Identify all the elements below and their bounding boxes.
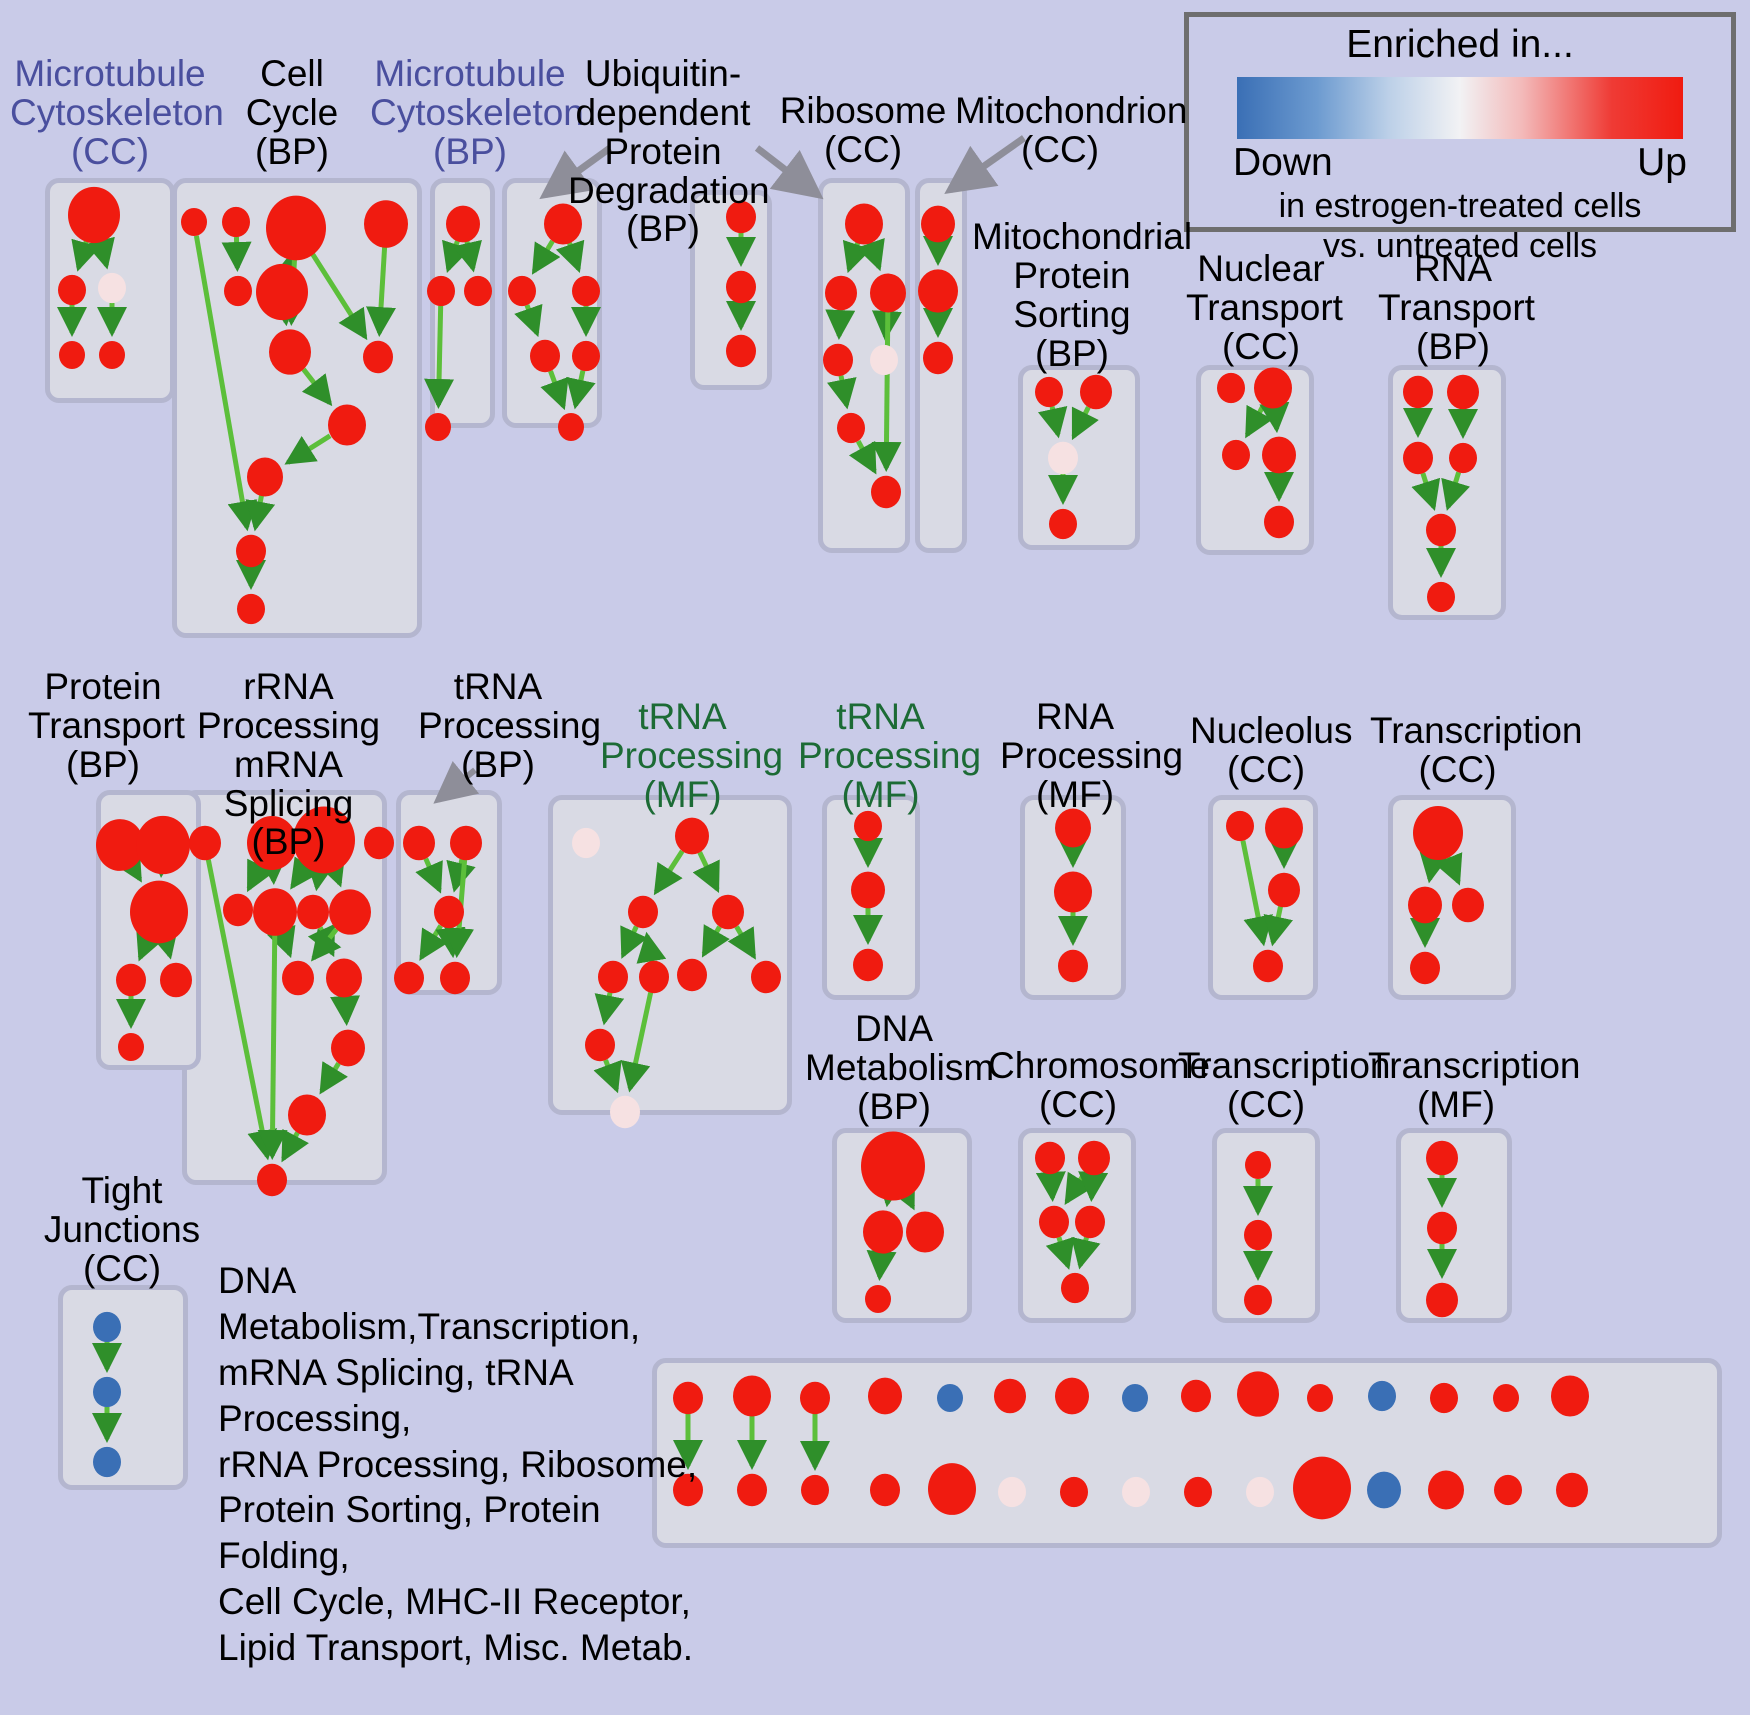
legend-subtitle-line1: in estrogen-treated cells [1278, 187, 1642, 225]
cluster-box[interactable] [396, 790, 502, 995]
label-mitochondrial-protein-sorting-bp: Mitochondrial Protein Sorting (BP) [972, 216, 1193, 374]
cluster-box[interactable] [1208, 795, 1318, 1000]
label-microtubule-cytoskeleton-bp: Microtubule Cytoskeleton (BP) [370, 53, 584, 172]
label-chromosome-cc: Chromosome (CC) [988, 1045, 1211, 1125]
cluster-box[interactable] [822, 795, 920, 1000]
legend-panel: Enriched in... Down Up in estrogen-treat… [1184, 12, 1736, 265]
label-rrna-processing-mrna-splicing-bp: rRNA Processing mRNA Splicing (BP) [196, 666, 381, 863]
cluster-box[interactable] [1018, 1128, 1136, 1323]
label-nuclear-transport-cc: Nuclear Transport (CC) [1186, 248, 1343, 367]
cluster-box[interactable] [1020, 795, 1126, 1000]
cluster-box[interactable] [1388, 795, 1516, 1000]
legend-colorbar [1237, 77, 1683, 139]
label-ribosome-cc: Ribosome (CC) [779, 90, 947, 170]
cluster-box[interactable] [430, 178, 495, 428]
legend-high-label: Up [1637, 141, 1687, 184]
misc-category-text-block: DNA Metabolism,Transcription, mRNA Splic… [218, 1260, 698, 1668]
label-transcription-cc-top: Transcription (CC) [1370, 710, 1583, 790]
label-protein-transport-bp: Protein Transport (BP) [28, 666, 185, 785]
cluster-box[interactable] [548, 795, 792, 1115]
legend-low-label: Down [1233, 141, 1333, 184]
label-nucleolus-cc: Nucleolus (CC) [1190, 710, 1353, 790]
cluster-box[interactable] [1388, 365, 1506, 620]
cluster-box[interactable] [832, 1128, 972, 1323]
label-transcription-cc-bottom: Transcription (CC) [1178, 1045, 1391, 1125]
cluster-box[interactable] [58, 1285, 188, 1490]
label-cell-cycle-bp: Cell Cycle (BP) [245, 53, 339, 172]
label-ubiquitin-protein-degradation-bp: Ubiquitin- dependent Protein Degradation… [568, 53, 770, 250]
cluster-box[interactable] [1018, 365, 1140, 550]
label-transcription-mf: Transcription (MF) [1368, 1045, 1581, 1125]
label-microtubule-cytoskeleton-cc: Microtubule Cytoskeleton (CC) [10, 53, 224, 172]
label-trna-processing-bp: tRNA Processing (BP) [418, 666, 602, 785]
label-mitochondrion-cc: Mitochondrion (CC) [955, 90, 1188, 170]
cluster-box[interactable] [172, 178, 422, 638]
cluster-box[interactable] [1196, 365, 1314, 555]
label-rna-transport-bp: RNA Transport (BP) [1378, 248, 1535, 367]
label-rna-processing-mf: RNA Processing (MF) [1000, 696, 1184, 815]
label-dna-metabolism-bp: DNA Metabolism (BP) [805, 1008, 995, 1127]
cluster-box[interactable] [915, 178, 967, 553]
label-tight-junctions-cc: Tight Junctions (CC) [43, 1170, 201, 1289]
cluster-box[interactable] [818, 178, 910, 553]
cluster-box[interactable] [1212, 1128, 1320, 1323]
legend-title: Enriched in... [1346, 23, 1574, 66]
cluster-box[interactable] [1396, 1128, 1512, 1323]
cluster-box[interactable] [652, 1358, 1722, 1548]
legend-subtitle-line2: vs. untreated cells [1322, 227, 1598, 266]
label-trna-processing-mf-1: tRNA Processing (MF) [600, 696, 784, 815]
label-trna-processing-mf-2: tRNA Processing (MF) [798, 696, 982, 815]
cluster-box[interactable] [45, 178, 175, 403]
